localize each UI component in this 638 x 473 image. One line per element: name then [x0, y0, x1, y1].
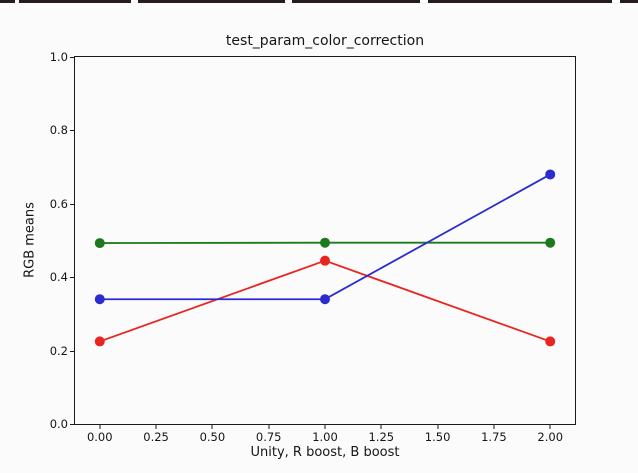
y-tick-mark — [70, 424, 74, 425]
green-channel-mean-marker — [94, 238, 105, 249]
y-tick-mark — [70, 277, 74, 279]
blue-channel-mean-line — [99, 173, 551, 301]
plot-area — [74, 56, 576, 425]
x-tick-mark — [380, 425, 382, 429]
x-tick-mark — [99, 425, 101, 429]
x-tick-label: 0.75 — [255, 430, 282, 444]
y-axis-label: RGB means — [22, 202, 38, 278]
x-tick-mark — [437, 425, 439, 429]
x-tick-mark — [268, 425, 270, 429]
x-tick-mark — [549, 425, 551, 429]
x-tick-label: 1.75 — [481, 430, 507, 444]
blue-channel-mean-marker — [545, 169, 556, 180]
red-channel-mean-marker — [545, 336, 556, 347]
y-tick-mark — [70, 57, 74, 58]
blue-channel-mean-marker — [320, 294, 330, 305]
x-tick-label: 1.25 — [368, 430, 395, 444]
x-tick-label: 2.00 — [537, 430, 564, 444]
red-channel-mean-marker — [320, 255, 330, 266]
x-tick-label: 0.00 — [86, 430, 113, 444]
x-tick-mark — [324, 425, 326, 429]
x-tick-mark — [155, 425, 157, 429]
y-tick-mark — [70, 203, 74, 205]
blue-channel-mean-marker — [94, 294, 105, 305]
chart-title: test_param_color_correction — [225, 33, 425, 49]
x-tick-label: 1.50 — [424, 430, 451, 444]
y-tick-label: 0.8 — [49, 123, 68, 138]
y-tick-label: 0.0 — [49, 417, 68, 431]
green-channel-mean-marker — [320, 237, 330, 248]
chart-lines-layer — [94, 169, 556, 347]
x-tick-mark — [493, 425, 495, 429]
x-tick-label: 0.50 — [199, 430, 226, 444]
window-top-edge — [0, 0, 638, 3]
red-channel-mean-marker — [94, 336, 105, 347]
x-tick-mark — [211, 425, 213, 429]
x-tick-label: 0.25 — [143, 430, 169, 444]
y-tick-label: 0.6 — [49, 196, 68, 211]
y-tick-mark — [70, 130, 74, 132]
x-axis-label: Unity, R boost, B boost — [250, 445, 400, 460]
y-tick-label: 0.4 — [49, 270, 68, 285]
x-tick-label: 1.00 — [312, 430, 338, 444]
y-tick-label: 0.2 — [49, 343, 68, 358]
y-tick-label: 1.0 — [49, 50, 68, 64]
green-channel-mean-marker — [545, 237, 556, 248]
y-tick-mark — [70, 350, 74, 352]
